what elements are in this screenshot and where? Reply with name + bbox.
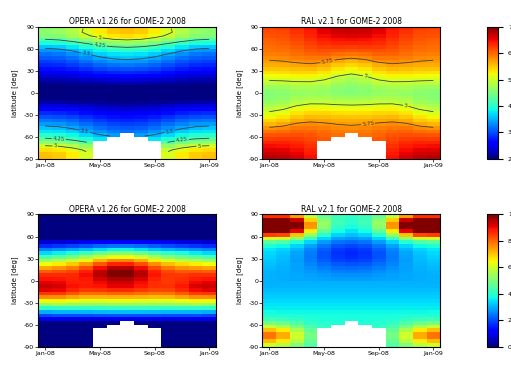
Text: 3.5: 3.5 <box>165 128 175 135</box>
Y-axis label: latitude [deg]: latitude [deg] <box>12 257 18 304</box>
Text: 5.75: 5.75 <box>362 121 375 127</box>
Text: 5: 5 <box>404 103 408 109</box>
Text: 5: 5 <box>53 144 57 149</box>
Text: 4.25: 4.25 <box>94 42 106 49</box>
Text: 3.5: 3.5 <box>80 128 89 135</box>
Text: 5: 5 <box>197 144 201 149</box>
Title: RAL v2.1 for GOME-2 2008: RAL v2.1 for GOME-2 2008 <box>301 17 402 26</box>
Text: 3.5: 3.5 <box>81 51 91 57</box>
Y-axis label: latitude [deg]: latitude [deg] <box>12 69 18 117</box>
Title: OPERA v1.26 for GOME-2 2008: OPERA v1.26 for GOME-2 2008 <box>69 205 185 214</box>
Title: OPERA v1.26 for GOME-2 2008: OPERA v1.26 for GOME-2 2008 <box>69 17 185 26</box>
Title: RAL v2.1 for GOME-2 2008: RAL v2.1 for GOME-2 2008 <box>301 205 402 214</box>
Text: 4.25: 4.25 <box>53 136 65 142</box>
Y-axis label: latitude [deg]: latitude [deg] <box>236 69 243 117</box>
Y-axis label: latitude [deg]: latitude [deg] <box>236 257 243 304</box>
Text: 5.75: 5.75 <box>321 58 334 65</box>
Text: 4.25: 4.25 <box>175 137 188 143</box>
Text: 5: 5 <box>98 35 102 40</box>
Text: 5: 5 <box>363 74 368 79</box>
